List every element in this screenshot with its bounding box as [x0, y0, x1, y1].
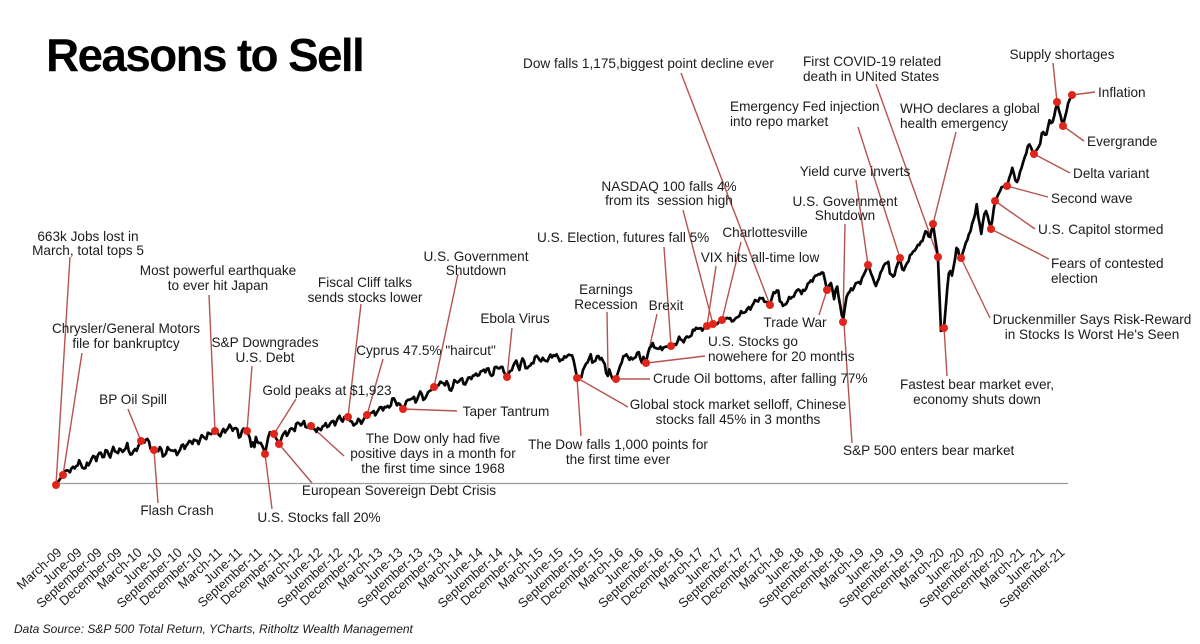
svg-text:U.S. Capitol stormed: U.S. Capitol stormed	[1038, 222, 1163, 237]
svg-text:Delta variant: Delta variant	[1073, 166, 1150, 181]
svg-text:Dow falls 1,175,biggest point: Dow falls 1,175,biggest point decline ev…	[523, 56, 774, 71]
svg-text:Global stock market selloff, C: Global stock market selloff, Chinese stoc…	[630, 397, 847, 427]
svg-text:Fastest bear market ever,econo: Fastest bear market ever, economy shuts d…	[900, 377, 1054, 407]
svg-text:Ebola Virus: Ebola Virus	[480, 311, 549, 326]
svg-text:Evergrande: Evergrande	[1087, 134, 1157, 149]
svg-text:Brexit: Brexit	[649, 298, 684, 313]
svg-text:European Sovereign Debt Crisis: European Sovereign Debt Crisis	[302, 483, 496, 498]
svg-text:U.S. Stocks fall 20%: U.S. Stocks fall 20%	[257, 510, 380, 525]
svg-text:Cyprus 47.5% "haircut": Cyprus 47.5% "haircut"	[356, 343, 496, 358]
svg-text:BP Oil Spill: BP Oil Spill	[99, 392, 167, 407]
svg-text:Inflation: Inflation	[1098, 85, 1146, 100]
svg-text:S&P 500 enters bear market: S&P 500 enters bear market	[843, 443, 1014, 458]
svg-text:Druckenmiller Says Risk-Reward: Druckenmiller Says Risk-Reward in Stocks …	[993, 312, 1192, 342]
svg-text:The Dow falls 1,000 points for: The Dow falls 1,000 points for the first …	[528, 437, 708, 467]
svg-text:Second wave: Second wave	[1051, 191, 1133, 206]
svg-text:Charlottesville: Charlottesville	[722, 225, 807, 240]
svg-text:Data Source: S&P 500 Total Ret: Data Source: S&P 500 Total Return, YChar…	[14, 622, 414, 636]
svg-text:Yield curve inverts: Yield curve inverts	[800, 164, 911, 179]
svg-text:Flash Crash: Flash Crash	[140, 503, 213, 518]
svg-text:Taper Tantrum: Taper Tantrum	[463, 404, 550, 419]
svg-text:NASDAQ 100 falls 4%from its s: NASDAQ 100 falls 4% from its session high	[601, 179, 736, 208]
svg-text:Trade War: Trade War	[763, 315, 827, 330]
svg-text:U.S. Election, futures fall 5%: U.S. Election, futures fall 5%	[537, 230, 709, 245]
svg-text:Supply shortages: Supply shortages	[1009, 47, 1114, 62]
svg-text:Gold peaks at $1,923: Gold peaks at $1,923	[262, 383, 391, 398]
svg-text:Crude Oil bottoms, after falli: Crude Oil bottoms, after falling 77%	[653, 371, 868, 386]
svg-text:Reasons to Sell: Reasons to Sell	[46, 29, 363, 81]
svg-text:VIX hits all-time low: VIX hits all-time low	[701, 250, 820, 265]
